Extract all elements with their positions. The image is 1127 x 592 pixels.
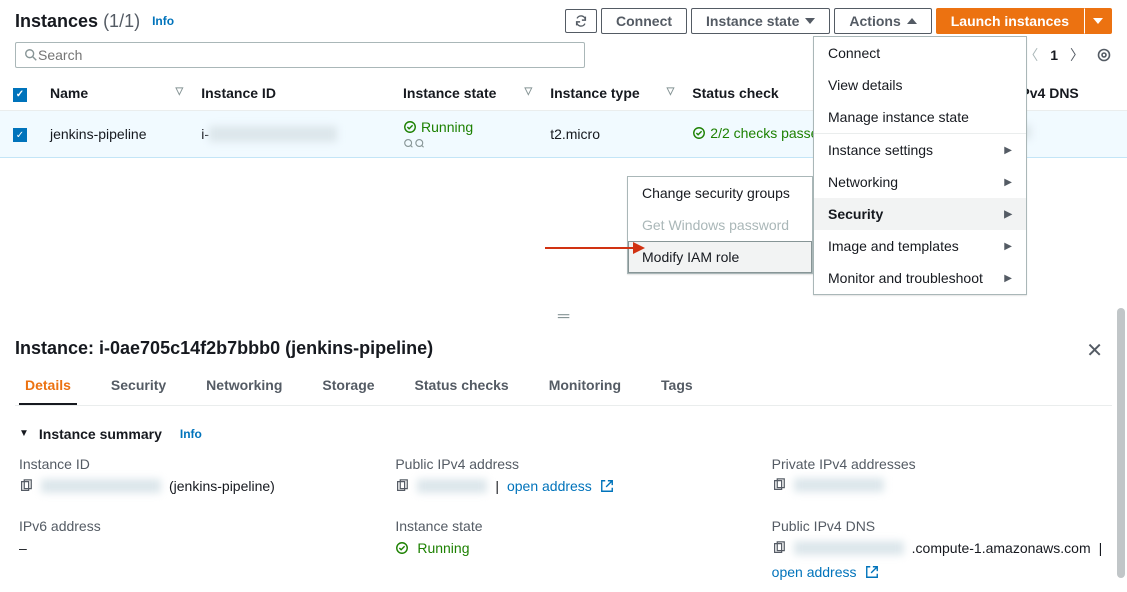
refresh-icon (574, 14, 588, 28)
search-input[interactable] (38, 47, 576, 63)
row-checkbox[interactable]: ✓ (13, 128, 27, 142)
tab-networking[interactable]: Networking (200, 367, 288, 405)
value-private-ipv4 (794, 478, 884, 492)
chevron-down-icon (805, 18, 815, 24)
tab-security[interactable]: Security (105, 367, 172, 405)
tab-tags[interactable]: Tags (655, 367, 699, 405)
value-instance-id-suffix: (jenkins-pipeline) (169, 478, 275, 494)
submenu-get-windows-pwd: Get Windows password (628, 209, 812, 241)
connect-button[interactable]: Connect (601, 8, 687, 34)
value-public-ipv4 (417, 479, 487, 493)
tab-details[interactable]: Details (19, 367, 77, 405)
launch-instances-split-button[interactable] (1084, 8, 1112, 34)
check-circle-icon (692, 126, 706, 140)
tab-storage[interactable]: Storage (316, 367, 380, 405)
label-private-ipv4: Private IPv4 addresses (772, 456, 1108, 472)
menu-connect[interactable]: Connect (814, 37, 1026, 69)
value-public-dns-host (794, 541, 904, 555)
tab-status-checks[interactable]: Status checks (409, 367, 515, 405)
submenu-modify-iam[interactable]: Modify IAM role (628, 241, 812, 273)
copy-icon[interactable] (19, 479, 33, 493)
close-icon[interactable]: ✕ (1086, 338, 1103, 363)
value-public-dns-suffix: .compute-1.amazonaws.com (912, 540, 1091, 556)
submenu-change-sg[interactable]: Change security groups (628, 177, 812, 209)
external-link-icon (865, 565, 879, 579)
title-count: (1/1) (103, 11, 140, 31)
menu-networking[interactable]: Networking▶ (814, 166, 1026, 198)
select-all-checkbox[interactable]: ✓ (13, 88, 27, 102)
menu-image-templates[interactable]: Image and templates▶ (814, 230, 1026, 262)
chevron-down-icon (1093, 18, 1103, 24)
menu-manage-state[interactable]: Manage instance state (814, 101, 1026, 134)
label-ipv6: IPv6 address (19, 518, 355, 534)
chevron-up-icon (907, 18, 917, 24)
menu-security[interactable]: Security▶ (814, 198, 1026, 230)
page-current: 1 (1050, 47, 1058, 63)
label-instance-state: Instance state (395, 518, 731, 534)
zoom-icon[interactable] (403, 137, 427, 149)
search-icon (24, 48, 38, 62)
value-ipv6: – (19, 540, 355, 556)
cell-type: t2.micro (540, 110, 682, 157)
copy-icon[interactable] (395, 479, 409, 493)
detail-title: Instance: i-0ae705c14f2b7bbb0 (jenkins-p… (15, 338, 1112, 359)
detail-tabs: Details Security Networking Storage Stat… (15, 367, 1112, 406)
summary-info-link[interactable]: Info (180, 427, 202, 441)
actions-button[interactable]: Actions (834, 8, 931, 34)
col-instance-type[interactable]: Instance type▽ (540, 76, 682, 110)
cell-instance-id: i-0ae705c14f2b7bbb0 (191, 110, 393, 157)
search-box[interactable] (15, 42, 585, 68)
check-circle-icon (403, 120, 417, 134)
col-name[interactable]: Name▽ (40, 76, 191, 110)
scrollbar[interactable] (1117, 308, 1125, 578)
actions-label: Actions (849, 13, 900, 29)
actions-menu: Connect View details Manage instance sta… (813, 36, 1027, 295)
refresh-button[interactable] (565, 9, 597, 33)
label-instance-id: Instance ID (19, 456, 355, 472)
instance-state-button[interactable]: Instance state (691, 8, 830, 34)
label-public-dns: Public IPv4 DNS (772, 518, 1108, 534)
red-arrow-annotation (545, 240, 645, 256)
value-instance-state: Running (417, 540, 469, 556)
collapse-icon[interactable]: ▼ (19, 428, 29, 439)
copy-icon[interactable] (772, 541, 786, 555)
open-address-link-2[interactable]: open address (772, 564, 857, 580)
info-link[interactable]: Info (152, 14, 174, 28)
value-instance-id (41, 479, 161, 493)
external-link-icon (600, 479, 614, 493)
menu-view-details[interactable]: View details (814, 69, 1026, 101)
launch-instances-button[interactable]: Launch instances (936, 8, 1084, 34)
menu-monitor[interactable]: Monitor and troubleshoot▶ (814, 262, 1026, 294)
page-next[interactable]: 〉 (1070, 45, 1084, 65)
tab-monitoring[interactable]: Monitoring (543, 367, 627, 405)
cell-state: Running (393, 110, 540, 157)
menu-instance-settings[interactable]: Instance settings▶ (814, 134, 1026, 166)
title-text: Instances (15, 11, 98, 31)
col-instance-id[interactable]: Instance ID (191, 76, 393, 110)
label-public-ipv4: Public IPv4 address (395, 456, 731, 472)
gear-icon[interactable] (1096, 47, 1112, 63)
col-instance-state[interactable]: Instance state▽ (393, 76, 540, 110)
summary-heading: Instance summary (39, 426, 162, 442)
page-title: Instances (1/1) (15, 11, 140, 32)
open-address-link[interactable]: open address (507, 478, 592, 494)
check-circle-icon (395, 541, 409, 555)
instance-state-label: Instance state (706, 13, 799, 29)
cell-name: jenkins-pipeline (40, 110, 191, 157)
copy-icon[interactable] (772, 478, 786, 492)
security-submenu: Change security groups Get Windows passw… (627, 176, 813, 274)
